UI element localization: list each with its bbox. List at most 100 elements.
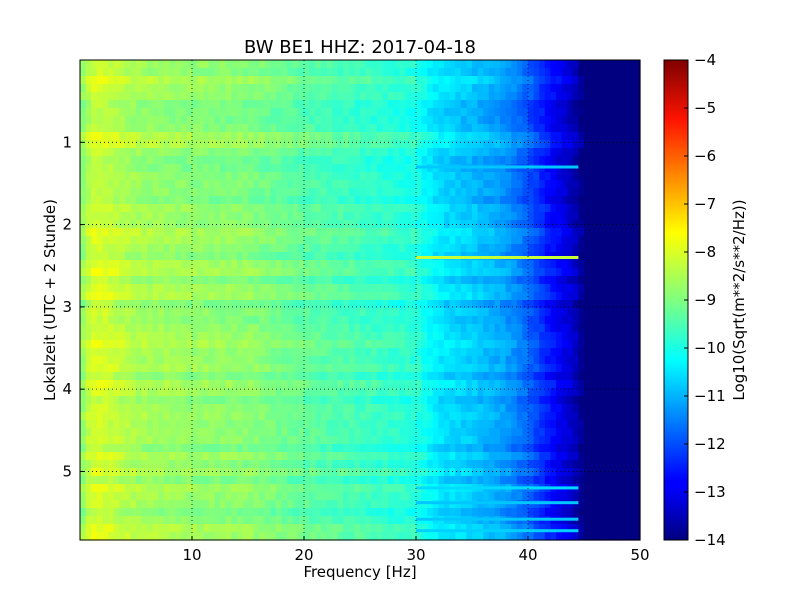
spectrogram-cell bbox=[141, 380, 148, 389]
spectrogram-cell bbox=[528, 420, 535, 429]
spectrogram-cell bbox=[427, 188, 434, 197]
spectrogram-cell bbox=[371, 212, 378, 221]
spectrogram-cell bbox=[539, 204, 546, 213]
spectrogram-cell bbox=[505, 228, 512, 237]
spectrogram-cell bbox=[304, 300, 311, 309]
spectrogram-cell bbox=[208, 204, 215, 213]
spectrogram-cell bbox=[164, 268, 171, 277]
spectrogram-cell bbox=[91, 236, 98, 245]
spectrogram-cell bbox=[477, 100, 484, 109]
spectrogram-cell bbox=[376, 300, 383, 309]
spectrogram-cell bbox=[432, 180, 439, 189]
spectrogram-cell bbox=[281, 308, 288, 317]
spectrogram-cell bbox=[197, 204, 204, 213]
spectrogram-cell bbox=[169, 212, 176, 221]
spectrogram-cell bbox=[220, 204, 227, 213]
spectrogram-cell bbox=[354, 196, 361, 205]
spectrogram-cell bbox=[298, 196, 305, 205]
spectrogram-cell bbox=[248, 172, 255, 181]
spectrogram-cell bbox=[567, 260, 574, 269]
spectrogram-cell bbox=[360, 308, 367, 317]
spectrogram-cell bbox=[80, 100, 87, 109]
spectrogram-cell bbox=[192, 76, 199, 85]
spectrogram-cell bbox=[617, 180, 624, 189]
spectrogram-cell bbox=[460, 220, 467, 229]
spectrogram-cell bbox=[600, 236, 607, 245]
spectrogram-cell bbox=[343, 244, 350, 253]
spectrogram-cell bbox=[102, 92, 109, 101]
spectrogram-cell bbox=[292, 300, 299, 309]
spectrogram-cell bbox=[348, 236, 355, 245]
spectrogram-cell bbox=[281, 396, 288, 405]
spectrogram-cell bbox=[511, 172, 518, 181]
spectrogram-cell bbox=[343, 436, 350, 445]
spectrogram-cell bbox=[612, 452, 619, 461]
spectrogram-cell bbox=[220, 300, 227, 309]
spectrogram-cell bbox=[466, 428, 473, 437]
spectrogram-cell bbox=[410, 276, 417, 285]
spectrogram-cell bbox=[287, 244, 294, 253]
spectrogram-cell bbox=[444, 196, 451, 205]
spectrogram-cell bbox=[164, 228, 171, 237]
spectrogram-cell bbox=[108, 60, 115, 69]
spectrogram-cell bbox=[192, 140, 199, 149]
spectrogram-cell bbox=[623, 220, 630, 229]
spectrogram-cell bbox=[298, 76, 305, 85]
spectrogram-cell bbox=[186, 292, 193, 301]
spectrogram-cell bbox=[220, 156, 227, 165]
spectrogram-cell bbox=[617, 172, 624, 181]
spectrogram-cell bbox=[612, 116, 619, 125]
spectrogram-cell bbox=[449, 356, 456, 365]
spectrogram-cell bbox=[203, 172, 210, 181]
spectrogram-cell bbox=[500, 172, 507, 181]
spectrogram-cell bbox=[410, 76, 417, 85]
spectrogram-cell bbox=[382, 444, 389, 453]
spectrogram-cell bbox=[371, 284, 378, 293]
spectrogram-cell bbox=[186, 244, 193, 253]
spectrogram-cell bbox=[214, 148, 221, 157]
spectrogram-cell bbox=[192, 404, 199, 413]
spectrogram-cell bbox=[533, 300, 540, 309]
spectrogram-cell bbox=[455, 84, 462, 93]
spectrogram-cell bbox=[455, 244, 462, 253]
spectrogram-cell bbox=[136, 108, 143, 117]
spectrogram-cell bbox=[85, 124, 92, 133]
spectrogram-cell bbox=[287, 332, 294, 341]
spectrogram-cell bbox=[533, 276, 540, 285]
spectrogram-cell bbox=[360, 452, 367, 461]
spectrogram-cell bbox=[208, 140, 215, 149]
spectrogram-cell bbox=[343, 380, 350, 389]
spectrogram-cell bbox=[96, 212, 103, 221]
spectrogram-cell bbox=[270, 92, 277, 101]
spectrogram-cell bbox=[371, 356, 378, 365]
spectrogram-cell bbox=[365, 452, 372, 461]
spectrogram-cell bbox=[410, 164, 417, 173]
spectrogram-cell bbox=[365, 116, 372, 125]
spectrogram-cell bbox=[304, 372, 311, 381]
spectrogram-cell bbox=[416, 148, 423, 157]
spectrogram-cell bbox=[572, 308, 579, 317]
spectrogram-cell bbox=[214, 276, 221, 285]
spectrogram-cell bbox=[589, 300, 596, 309]
spectrogram-cell bbox=[399, 364, 406, 373]
spectrogram-cell bbox=[584, 228, 591, 237]
spectrogram-cell bbox=[287, 300, 294, 309]
spectrogram-cell bbox=[276, 132, 283, 141]
spectrogram-cell bbox=[516, 116, 523, 125]
spectrogram-cell bbox=[264, 436, 271, 445]
spectrogram-cell bbox=[332, 108, 339, 117]
spectrogram-cell bbox=[304, 324, 311, 333]
spectrogram-cell bbox=[600, 372, 607, 381]
spectrogram-cell bbox=[623, 404, 630, 413]
spectrogram-cell bbox=[371, 84, 378, 93]
spectrogram-cell bbox=[281, 364, 288, 373]
spectrogram-cell bbox=[606, 220, 613, 229]
spectrogram-cell bbox=[197, 332, 204, 341]
spectrogram-cell bbox=[298, 156, 305, 165]
spectrogram-cell bbox=[152, 284, 159, 293]
spectrogram-cell bbox=[320, 388, 327, 397]
spectrogram-cell bbox=[197, 268, 204, 277]
spectrogram-cell bbox=[80, 172, 87, 181]
spectrogram-cell bbox=[500, 204, 507, 213]
spectrogram-cell bbox=[584, 388, 591, 397]
